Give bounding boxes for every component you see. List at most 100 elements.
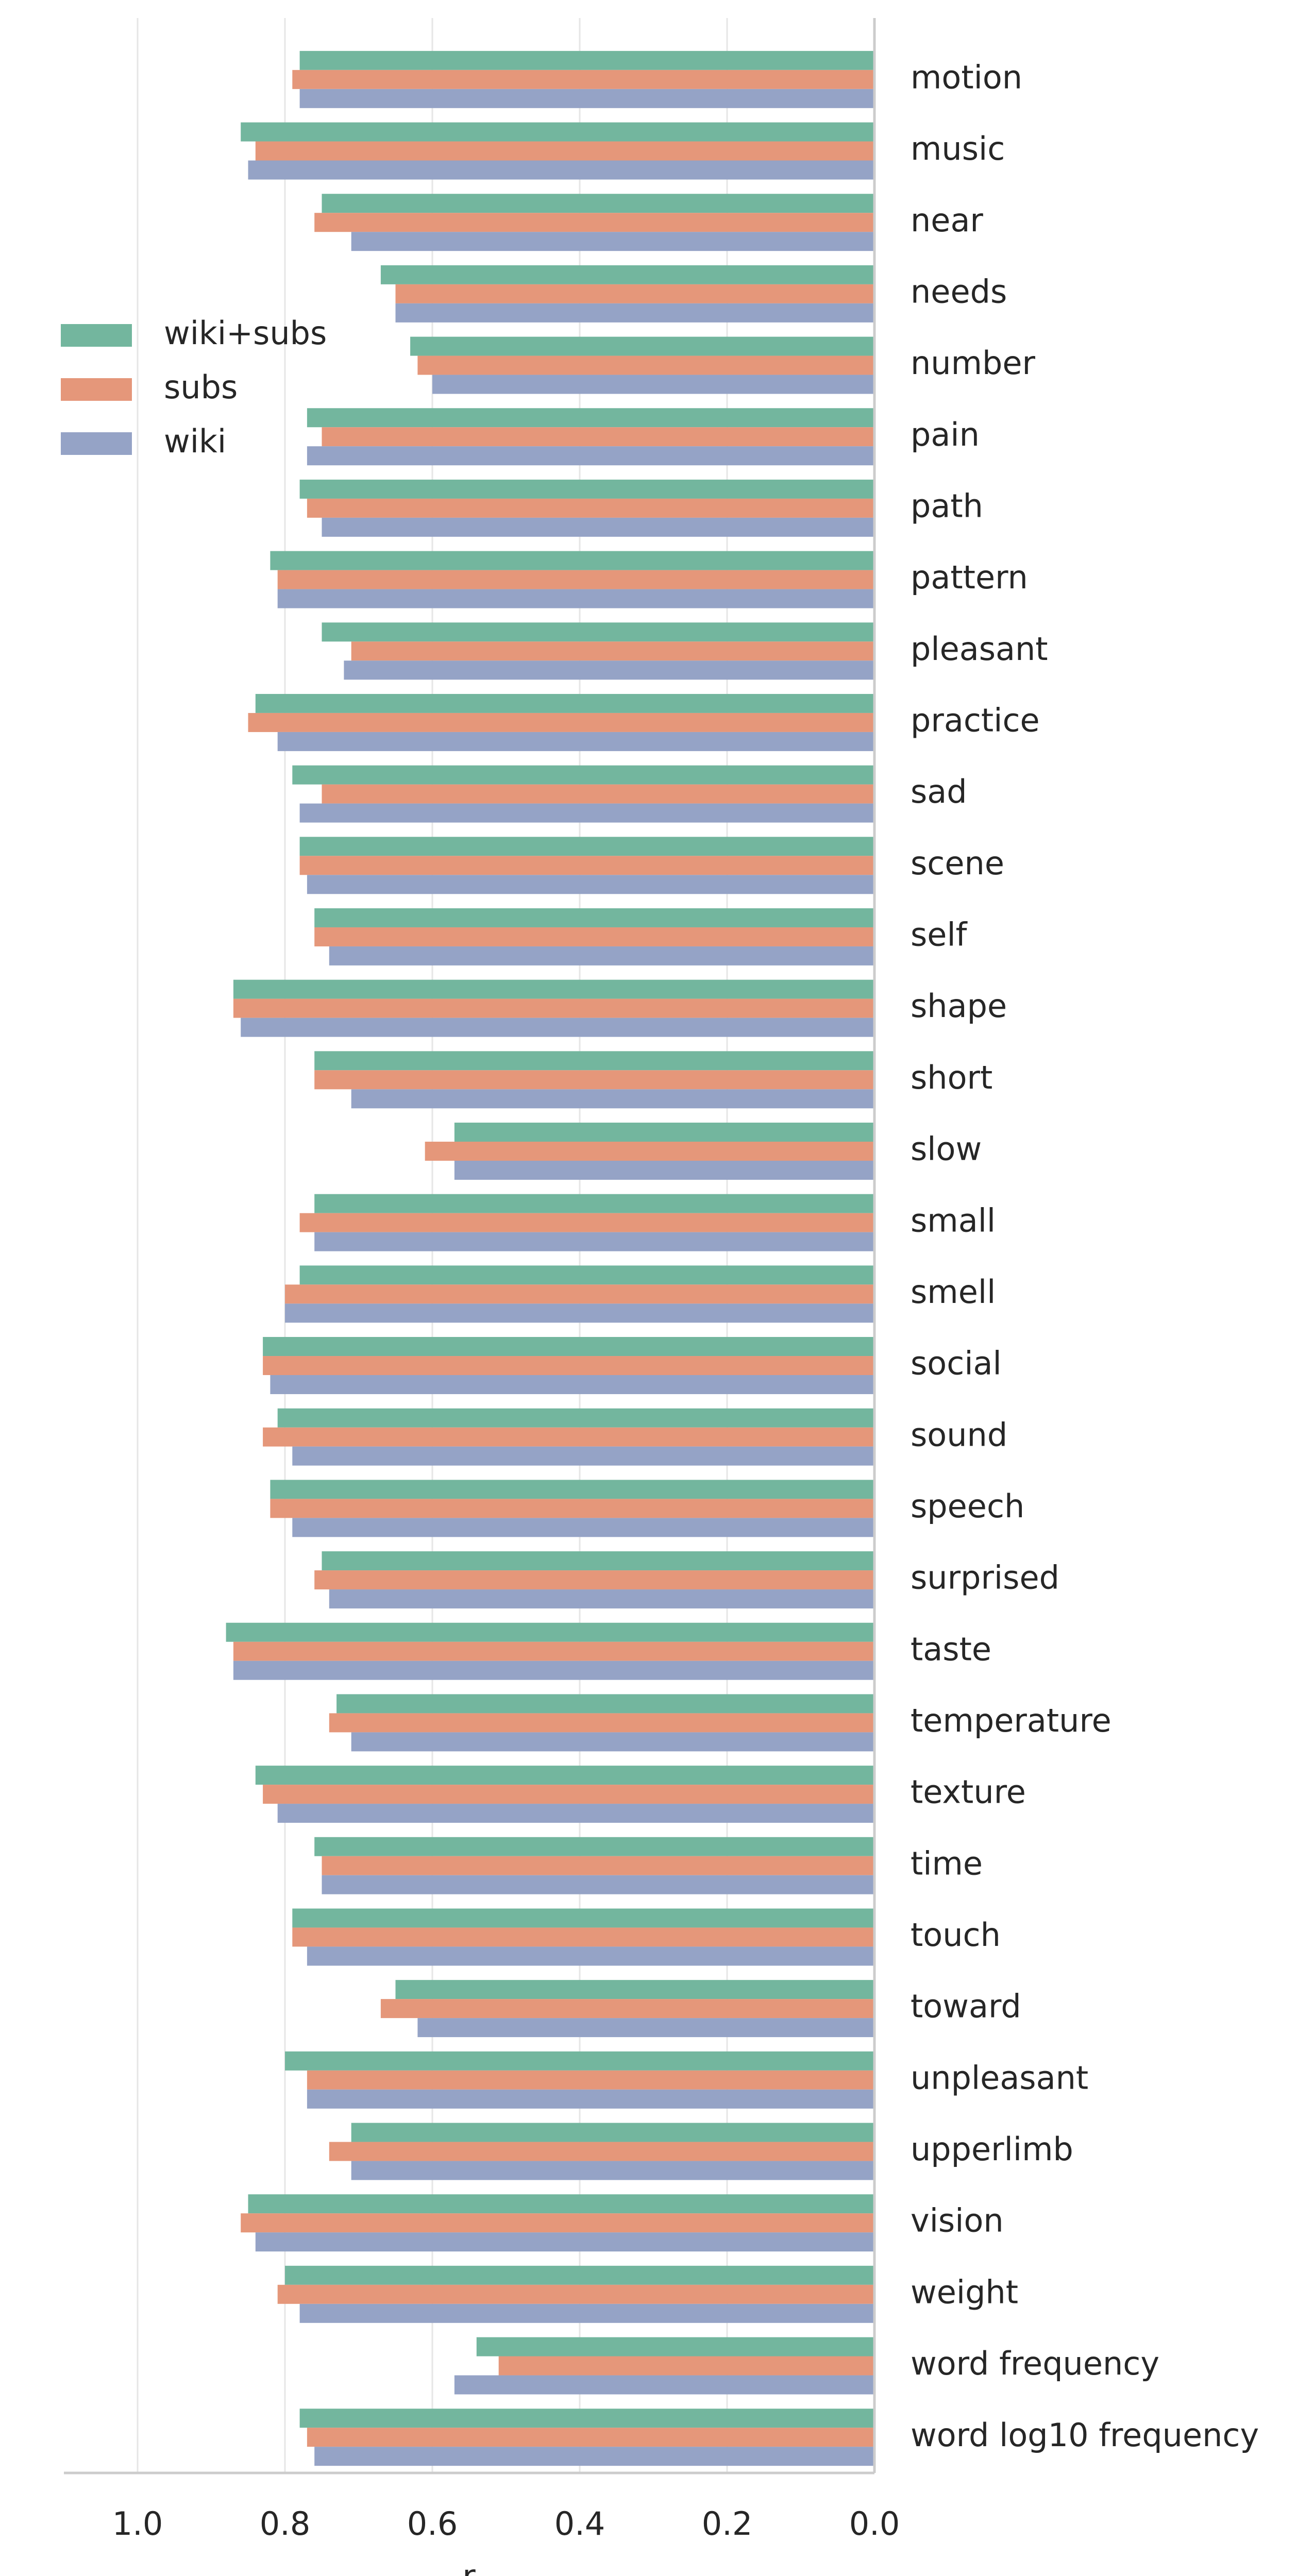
- bar: [314, 1570, 875, 1590]
- bar: [277, 570, 875, 589]
- bar: [277, 1408, 875, 1428]
- bar: [299, 2409, 874, 2428]
- y-tick-label: small: [911, 1201, 996, 1239]
- bar: [307, 2089, 874, 2109]
- bar: [292, 1518, 874, 1537]
- y-tick-label: upperlimb: [911, 2130, 1073, 2168]
- y-tick-label: toward: [911, 1988, 1021, 2025]
- bar: [292, 1908, 874, 1928]
- bar: [299, 479, 874, 499]
- bar: [285, 2051, 874, 2071]
- bar: [226, 1622, 875, 1642]
- y-tick-label: short: [911, 1059, 992, 1096]
- bar: [498, 2356, 874, 2376]
- bar: [380, 265, 874, 284]
- x-tick-label: 0.4: [554, 2505, 605, 2543]
- y-tick-label: sound: [911, 1416, 1007, 1453]
- bar: [299, 2303, 874, 2323]
- legend-label: subs: [164, 368, 238, 406]
- bar: [277, 732, 875, 751]
- bar: [395, 1980, 874, 1999]
- bar: [322, 427, 874, 447]
- bar: [270, 1375, 874, 1394]
- bar: [233, 1641, 874, 1661]
- bar: [322, 1856, 874, 1875]
- bar: [241, 2213, 875, 2233]
- bar: [307, 875, 874, 894]
- bar: [454, 2375, 874, 2395]
- bar: [432, 375, 874, 394]
- bar: [336, 1694, 874, 1714]
- bar: [476, 2337, 874, 2357]
- bar: [299, 803, 874, 823]
- bar: [344, 660, 874, 680]
- bar: [351, 2161, 874, 2180]
- bar: [233, 998, 874, 1018]
- bar: [277, 589, 875, 608]
- bar: [299, 89, 874, 108]
- bar: [314, 1194, 875, 1213]
- y-tick-label: pain: [911, 416, 980, 453]
- bar: [329, 1589, 874, 1609]
- y-tick-label: unpleasant: [911, 2059, 1088, 2096]
- bar: [233, 1660, 874, 1680]
- bar: [292, 1446, 874, 1466]
- legend-swatch: [61, 432, 132, 455]
- bar: [322, 1875, 874, 1894]
- y-tick-label: touch: [911, 1916, 1001, 1954]
- bar: [314, 213, 875, 232]
- bar: [307, 446, 874, 466]
- y-tick-label: near: [911, 201, 983, 239]
- bar: [351, 2123, 874, 2142]
- bar: [292, 70, 874, 89]
- y-tick-label: scene: [911, 844, 1004, 882]
- bar: [417, 2018, 874, 2038]
- y-tick-label: needs: [911, 273, 1007, 310]
- bar: [299, 1265, 874, 1285]
- bar: [255, 693, 874, 713]
- bar: [314, 2447, 875, 2466]
- bar: [299, 1213, 874, 1232]
- x-tick-label: 0.2: [702, 2505, 753, 2543]
- y-tick-label: word log10 frequency: [911, 2416, 1259, 2454]
- bar: [314, 1070, 875, 1090]
- y-tick-label: practice: [911, 702, 1040, 739]
- bar: [329, 946, 874, 965]
- bar: [322, 622, 874, 642]
- bar: [285, 1284, 874, 1304]
- y-tick-label: self: [911, 916, 968, 954]
- y-tick-label: speech: [911, 1487, 1024, 1525]
- x-tick-label: 1.0: [112, 2505, 163, 2543]
- y-tick-label: music: [911, 130, 1005, 167]
- bar: [241, 122, 875, 142]
- bar: [395, 303, 874, 323]
- y-tick-label: word frequency: [911, 2345, 1159, 2382]
- bar: [263, 1785, 875, 1804]
- bar: [241, 1018, 875, 1037]
- bar: [248, 2194, 874, 2214]
- bar: [263, 1356, 875, 1376]
- bar: [233, 979, 874, 999]
- y-tick-label: smell: [911, 1273, 996, 1311]
- y-tick-label: surprised: [911, 1559, 1059, 1597]
- bar: [417, 355, 874, 375]
- bar: [380, 1999, 874, 2019]
- y-tick-label: taste: [911, 1630, 991, 1668]
- bar: [270, 1499, 874, 1518]
- bar: [299, 837, 874, 856]
- bar: [307, 408, 874, 428]
- bar: [292, 1927, 874, 1947]
- bar: [322, 194, 874, 213]
- bar: [292, 765, 874, 785]
- bar: [351, 1732, 874, 1752]
- bar: [454, 1123, 874, 1142]
- bar: [425, 1141, 874, 1161]
- bar: [263, 1337, 875, 1357]
- bar: [270, 551, 874, 570]
- y-tick-label: time: [911, 1844, 983, 1882]
- y-tick-label: shape: [911, 987, 1007, 1025]
- bar: [314, 927, 875, 946]
- legend-label: wiki: [164, 422, 226, 460]
- bar: [248, 713, 874, 732]
